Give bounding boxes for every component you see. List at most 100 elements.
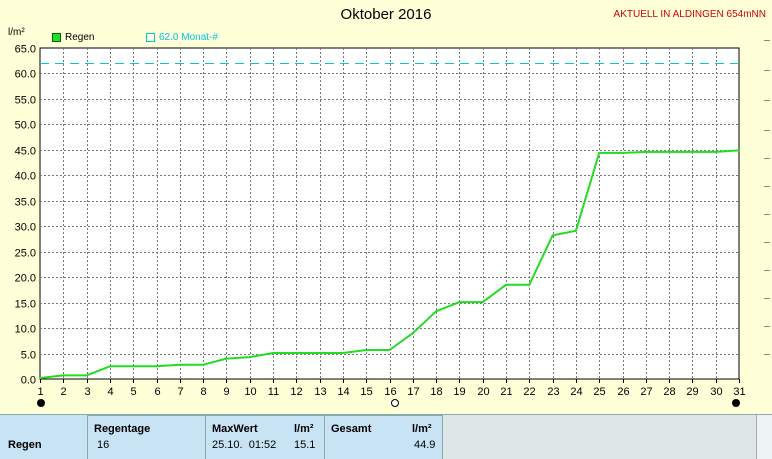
data-point — [458, 301, 461, 304]
regentage-header: Regentage — [94, 423, 151, 435]
y-tick-label: 0.0 — [21, 375, 36, 387]
col-divider — [324, 415, 325, 459]
right-tick — [764, 242, 770, 243]
regentage-value: 16 — [97, 439, 110, 451]
x-tick-label: 5 — [130, 386, 136, 398]
x-tick-label: 21 — [500, 386, 512, 398]
x-tick-label: 28 — [663, 386, 675, 398]
data-point — [411, 332, 414, 335]
maxwert-unit: l/m² — [294, 423, 314, 435]
y-tick-label: 30.0 — [15, 222, 36, 234]
right-tick — [764, 214, 770, 215]
rain-chart: 0.0 5.0 10.0 15.0 20.0 25.0 30.0 35.0 40.0 45.0 50… — [15, 44, 746, 399]
gesamt-unit: l/m² — [412, 423, 432, 435]
data-point — [108, 365, 111, 368]
data-point — [481, 301, 484, 304]
data-point — [295, 352, 298, 354]
x-tick-label: 31 — [733, 386, 745, 398]
x-tick-label: 12 — [290, 386, 302, 398]
y-tick-label: 45.0 — [15, 146, 36, 158]
x-tick-label: 22 — [523, 386, 535, 398]
x-tick-label: 7 — [177, 386, 183, 398]
data-point — [132, 365, 135, 368]
data-point — [341, 352, 344, 354]
y-tick-label: 5.0 — [21, 350, 36, 362]
grid — [39, 47, 740, 383]
station-label: AKTUELL IN ALDINGEN 654mNN — [613, 9, 766, 20]
right-tick — [764, 158, 770, 159]
legend-regen-label: Regen — [65, 32, 95, 43]
data-point — [621, 151, 624, 154]
legend-regen: Regen — [52, 32, 94, 43]
data-point — [248, 356, 251, 359]
x-tick-label: 8 — [200, 386, 206, 398]
data-point — [39, 377, 41, 379]
data-point — [178, 363, 181, 366]
data-point — [225, 357, 228, 360]
x-tick-label: 4 — [107, 386, 113, 398]
x-tick-label: 29 — [686, 386, 698, 398]
right-tick — [764, 186, 770, 187]
right-tick — [764, 40, 770, 41]
data-point — [644, 150, 647, 153]
x-tick-label: 2 — [60, 386, 66, 398]
table-empty-area — [442, 415, 757, 459]
page-title: Oktober 2016 — [340, 6, 432, 23]
legend-monat-label: 62.0 Monat-# — [159, 32, 218, 43]
data-point — [388, 349, 391, 351]
legend-monat-swatch — [146, 33, 155, 42]
x-tick-label: 18 — [430, 386, 442, 398]
col-divider — [205, 415, 206, 459]
x-tick-label: 3 — [84, 386, 90, 398]
y-tick-label: 65.0 — [15, 44, 36, 56]
y-tick-label: 10.0 — [15, 324, 36, 336]
data-point — [202, 363, 205, 366]
legend-monat: 62.0 Monat-# — [146, 32, 218, 43]
table-header-divider — [87, 415, 442, 416]
x-tick-label: 25 — [593, 386, 605, 398]
table-scrollbar[interactable] — [756, 415, 772, 459]
data-point — [668, 150, 671, 153]
y-tick-label: 55.0 — [15, 95, 36, 107]
right-tick — [764, 354, 770, 355]
series-group — [39, 149, 740, 379]
gesamt-value: 44.9 — [414, 439, 436, 451]
y-tick-label: 35.0 — [15, 197, 36, 209]
data-point — [365, 349, 368, 351]
marker-start — [37, 399, 45, 407]
y-tick-label: 40.0 — [15, 171, 36, 183]
x-tick-label: 10 — [244, 386, 256, 398]
x-tick-label: 15 — [360, 386, 372, 398]
x-tick-label: 24 — [570, 386, 582, 398]
summary-table: Regen Regentage 16 MaxWert l/m² 25.10. 0… — [0, 414, 772, 459]
x-tick-label: 1 — [37, 386, 43, 398]
col-divider — [87, 415, 88, 459]
data-point — [318, 352, 321, 354]
row-label-regen: Regen — [8, 439, 42, 451]
x-tick-label: 16 — [384, 386, 396, 398]
data-point — [551, 234, 554, 237]
data-point — [598, 151, 601, 154]
data-point — [505, 283, 507, 286]
x-tick-label: 14 — [337, 386, 349, 398]
y-tick-label: 50.0 — [15, 120, 36, 132]
data-point — [435, 310, 438, 313]
data-point — [691, 150, 694, 153]
x-tick-label: 11 — [268, 386, 279, 398]
marker-mid — [391, 399, 399, 407]
gesamt-header: Gesamt — [331, 423, 372, 435]
data-point — [738, 149, 740, 152]
right-tick — [764, 70, 770, 71]
data-point — [528, 283, 531, 286]
y-axis-unit: l/m² — [8, 27, 25, 38]
x-tick-label: 19 — [453, 386, 465, 398]
x-tick-label: 30 — [710, 386, 722, 398]
right-tick — [764, 326, 770, 327]
x-tick-label: 20 — [477, 386, 489, 398]
right-tick — [764, 298, 770, 299]
right-tick — [764, 270, 770, 271]
x-tick-labels: 1 2 3 4 5 6 7 8 9 10 11 12 13 14 15 16 17 18 19 20 21 22 23 24 2… — [37, 386, 745, 398]
data-point — [714, 150, 717, 153]
x-tick-label: 13 — [314, 386, 326, 398]
data-point — [62, 374, 65, 377]
